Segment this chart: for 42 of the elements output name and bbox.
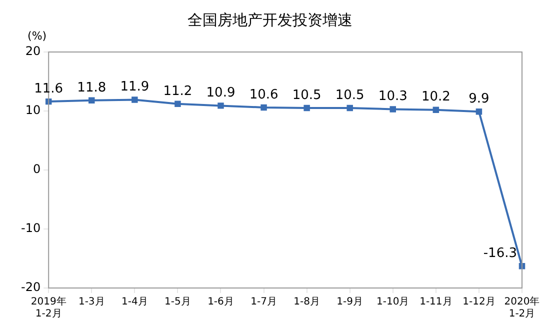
point [218,102,224,109]
chart-title: 全国房地产开发投资增速 [188,10,352,29]
x-tick-label: 1-10月 [376,296,410,308]
x-tick-label: 1-6月 [208,296,234,308]
data-label: 11.9 [120,80,150,95]
point [304,104,310,112]
x-tick-label: 1-5月 [164,296,191,308]
y-tick-label: 10 [25,103,41,118]
data-label: 11.8 [77,80,106,96]
data-label: 11.2 [163,84,192,99]
data-label: -16.3 [483,246,517,262]
x-tick-label: 1-3月 [78,296,105,308]
y-tick-label: 20 [25,44,41,58]
point [432,106,440,113]
point [260,104,267,111]
y-axis-title: (%) [28,29,47,42]
y-tick-label: -20 [20,280,41,294]
point [132,96,138,103]
data-label: 10.5 [335,88,364,103]
data-label: 9.9 [468,91,490,106]
point [476,108,482,115]
y-tick-label: -10 [20,221,41,236]
x-tick-label: 1-8月 [294,296,320,308]
x-tick-label: 1-11月 [420,296,452,308]
x-tick-label: 1-9月 [336,296,364,308]
point [346,104,353,112]
x-tick-label: 1-4月 [122,296,148,308]
point [174,100,181,108]
data-label: 10.6 [249,87,278,102]
x-tick-label: 1-12月 [462,296,496,308]
data-label: 10.3 [378,89,408,104]
data-label: 10.5 [292,88,322,103]
x-tick-label: 2019年 1-2月 [30,296,66,320]
data-label: 10.9 [206,86,236,101]
point [390,106,396,112]
point [518,263,526,270]
x-tick-label: 2020年 1-2月 [504,296,540,320]
data-label: 11.6 [34,81,64,96]
y-tick-label: 0 [32,162,41,176]
data-label: 10.2 [421,90,450,105]
point [88,97,95,104]
x-tick-label: 1-7月 [250,296,277,308]
